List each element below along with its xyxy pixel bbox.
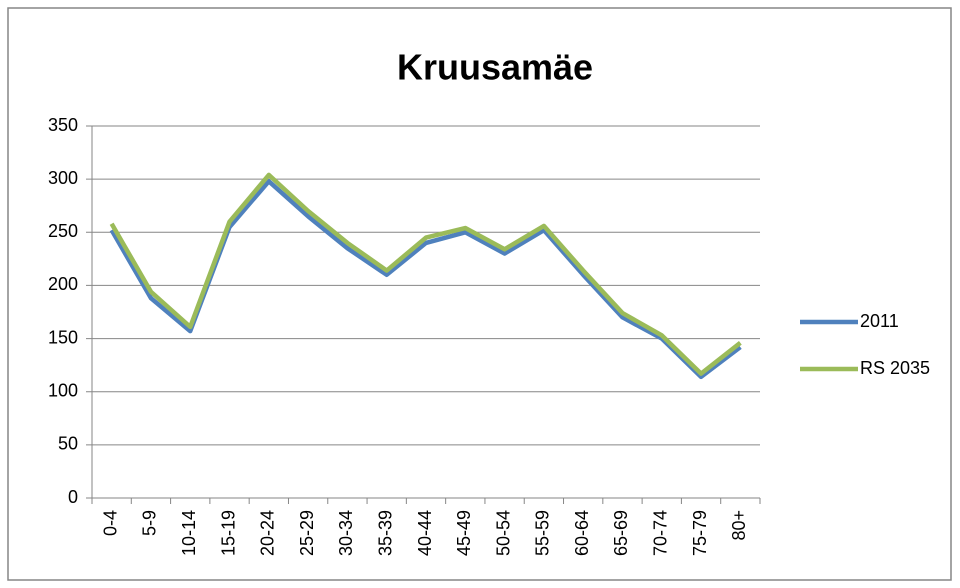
x-tick-label: 65-69 [611, 510, 631, 556]
y-tick-label: 250 [48, 221, 78, 241]
y-tick-label: 50 [58, 434, 78, 454]
y-tick-label: 0 [68, 487, 78, 507]
chart-border [7, 7, 952, 581]
x-tick-label: 35-39 [375, 510, 395, 556]
x-tick-label: 25-29 [297, 510, 317, 556]
x-tick-label: 0-4 [100, 510, 120, 536]
y-tick-label: 200 [48, 274, 78, 294]
x-tick-label: 20-24 [258, 510, 278, 556]
y-tick-label: 150 [48, 327, 78, 347]
x-tick-label: 15-19 [218, 510, 238, 556]
y-tick-label: 300 [48, 168, 78, 188]
x-tick-label: 30-34 [336, 510, 356, 556]
x-tick-label: 75-79 [690, 510, 710, 556]
legend-label: 2011 [860, 311, 899, 331]
y-tick-label: 350 [48, 115, 78, 135]
x-tick-label: 45-49 [454, 510, 474, 556]
x-tick-label: 40-44 [415, 510, 435, 556]
x-tick-label: 10-14 [179, 510, 199, 556]
x-tick-label: 80+ [729, 510, 749, 541]
legend-label: RS 2035 [860, 358, 930, 378]
x-tick-label: 60-64 [572, 510, 592, 556]
chart-title: Kruusamäe [397, 47, 593, 88]
x-tick-label: 55-59 [533, 510, 553, 556]
y-tick-label: 100 [48, 380, 78, 400]
x-tick-label: 70-74 [651, 510, 671, 556]
x-tick-label: 50-54 [493, 510, 513, 556]
x-tick-label: 5-9 [140, 510, 160, 536]
series-line [109, 172, 742, 376]
